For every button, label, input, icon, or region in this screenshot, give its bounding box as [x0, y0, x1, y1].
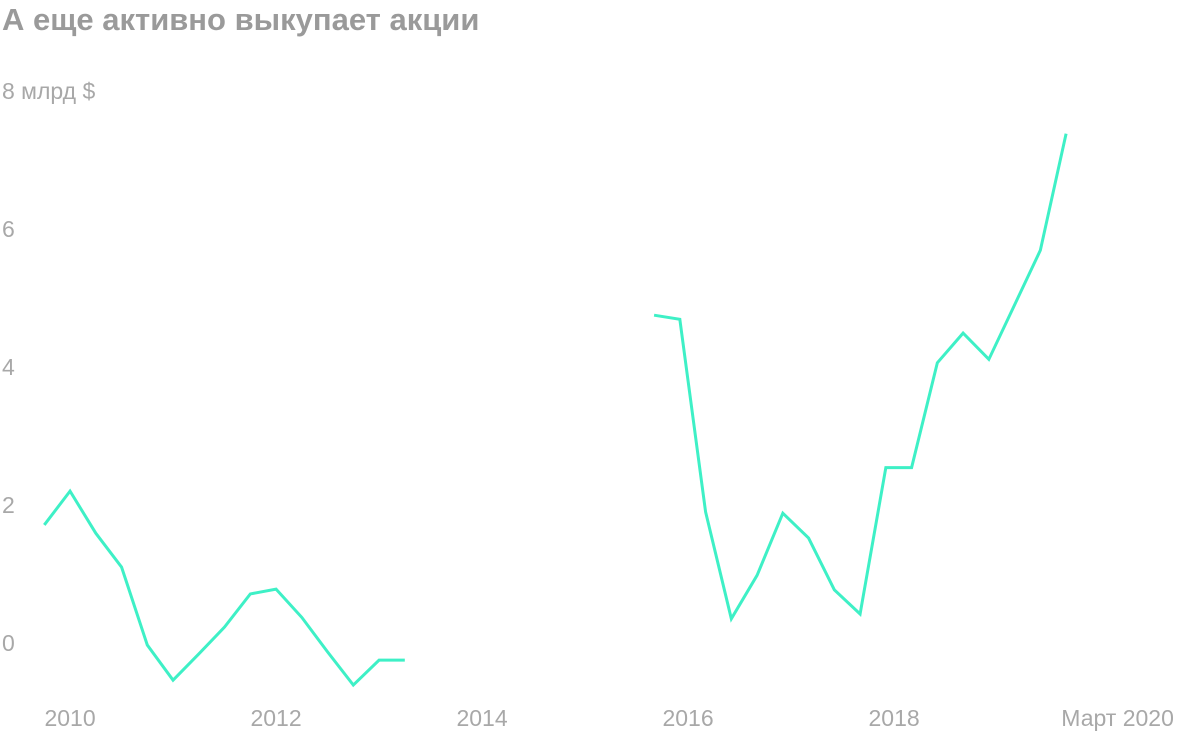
y-tick-label: 8 млрд $ [2, 78, 95, 104]
y-tick-label: 4 [2, 354, 15, 380]
x-tick-label: 2014 [456, 705, 507, 731]
x-tick-label: 2012 [250, 705, 301, 731]
x-tick-label: 2010 [44, 705, 95, 731]
x-tick-label: 2018 [868, 705, 919, 731]
y-tick-label: 2 [2, 492, 15, 518]
chart-title: А еще активно выкупает акции [2, 2, 479, 37]
y-tick-label: 6 [2, 216, 15, 242]
x-tick-label: 2016 [662, 705, 713, 731]
line-series [43, 133, 1068, 688]
x-tick-label: Март 2020 [1061, 705, 1174, 731]
y-tick-label: 0 [2, 630, 15, 656]
